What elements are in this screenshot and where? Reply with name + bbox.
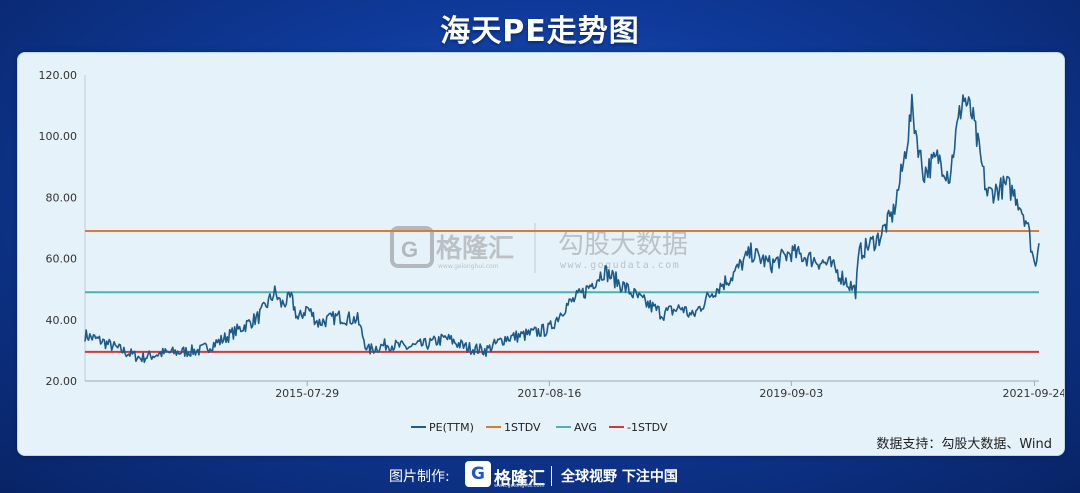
y-tick-label: 120.00 <box>39 69 78 82</box>
x-tick-label: 2017-08-16 <box>517 387 581 400</box>
x-tick-label: 2021-09-24 <box>1003 387 1064 400</box>
y-tick-label: 100.00 <box>39 130 78 143</box>
y-tick-label: 80.00 <box>46 191 78 204</box>
footer-brand-sub: www.gelonghui.com <box>494 483 545 489</box>
chart-svg: G 格隆汇 www.gelonghui.com 勾股大数据 www.goguda… <box>39 69 1065 434</box>
y-ticks: 20.00 40.00 60.00 80.00 100.00 120.00 <box>39 69 78 388</box>
reference-lines <box>85 230 1039 353</box>
watermark-logo-icon <box>390 226 434 268</box>
footer-divider <box>551 466 552 486</box>
y-tick-label: 60.00 <box>46 253 78 266</box>
x-tick-label: 2015-07-29 <box>275 387 339 400</box>
watermark-brand-sub: www.gelonghui.com <box>438 263 499 270</box>
series-line-pe-ttm <box>84 93 1040 364</box>
watermark-brand: 格隆汇 <box>436 233 514 264</box>
footer-brand: 格隆汇 <box>494 469 545 489</box>
y-tick-label: 20.00 <box>46 375 78 388</box>
source-note: 数据支持：勾股大数据、Wind <box>876 437 1052 452</box>
legend-label-neg-1stdv: -1STDV <box>627 421 668 434</box>
watermark: G 格隆汇 www.gelonghui.com 勾股大数据 www.goguda… <box>390 223 688 273</box>
watermark-url: www.gogudata.com <box>560 260 680 271</box>
x-ticks: 2015-07-29 2017-08-16 2019-09-03 2021-09-24 <box>275 381 1064 400</box>
footer: 图片制作: G 格隆汇 www.gelonghui.com 全球视野 下注中国 <box>0 458 1080 493</box>
footer-slogan: 全球视野 下注中国 <box>561 469 678 485</box>
legend: PE(TTM) 1STDV AVG -1STDV <box>411 421 668 434</box>
watermark-logo-letter: G <box>401 237 418 262</box>
page-title: 海天PE走势图 <box>440 14 640 49</box>
legend-label-avg: AVG <box>574 421 597 434</box>
watermark-product: 勾股大数据 <box>558 230 688 260</box>
y-tick-label: 40.00 <box>46 314 78 327</box>
legend-label-pe-ttm: PE(TTM) <box>429 421 474 434</box>
x-tick-label: 2019-09-03 <box>759 387 823 400</box>
footer-logo-icon: G <box>465 461 491 487</box>
chart-panel: G 格隆汇 www.gelonghui.com 勾股大数据 www.goguda… <box>17 52 1065 456</box>
footer-credit-label: 图片制作: <box>389 469 450 485</box>
legend-label-1stdv: 1STDV <box>504 421 541 434</box>
